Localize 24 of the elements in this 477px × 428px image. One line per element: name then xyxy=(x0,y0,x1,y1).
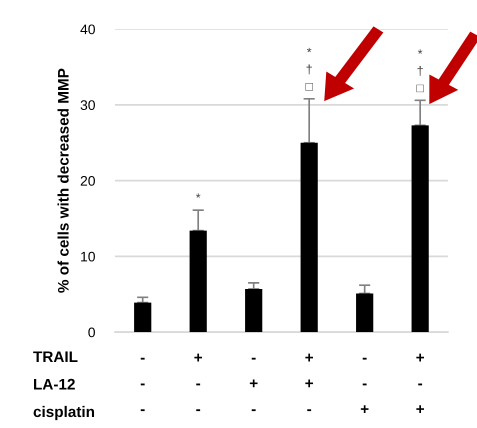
bar xyxy=(134,302,152,332)
y-tick-label: 10 xyxy=(81,252,95,262)
category-label: + - + xyxy=(416,354,424,413)
text: LA-12 xyxy=(34,378,75,390)
y-axis-title: % of cells with decreased MMP xyxy=(57,68,69,293)
annotation: * xyxy=(196,193,200,198)
category-label: - + - xyxy=(250,358,258,412)
text: cisplatin xyxy=(34,406,94,420)
bar xyxy=(300,142,318,332)
bar xyxy=(412,125,429,332)
category-label: - - - xyxy=(140,358,145,412)
y-tick-label: 30 xyxy=(80,100,95,110)
category-label: - - + xyxy=(360,358,369,413)
category-label: + - - xyxy=(194,354,202,412)
category-label: + + - xyxy=(305,354,314,412)
y-tick-label: 20 xyxy=(80,176,95,186)
bar xyxy=(356,293,374,332)
annotation: * † □ xyxy=(416,49,424,92)
y-tick-label: 40 xyxy=(80,24,95,34)
bar xyxy=(245,288,262,332)
text: TRAIL xyxy=(33,351,78,362)
y-tick-label: 0 xyxy=(88,327,95,338)
bar xyxy=(190,230,207,332)
annotation: * † □ xyxy=(305,48,313,91)
